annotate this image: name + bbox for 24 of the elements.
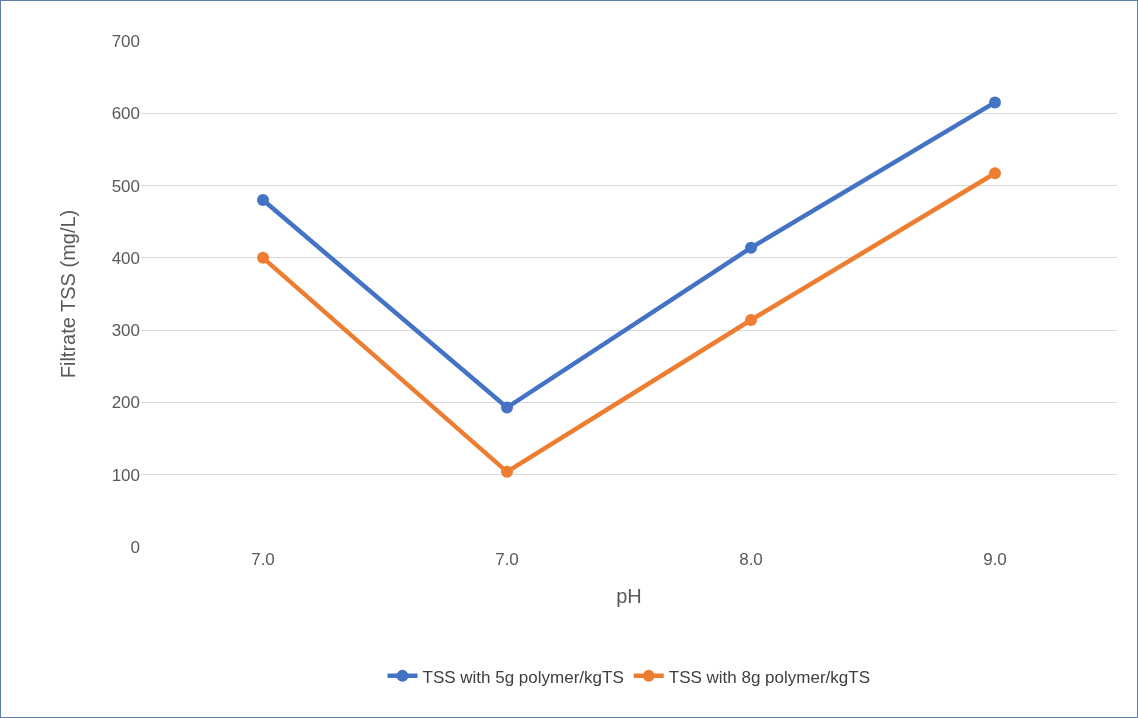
- x-tick-label: 8.0: [739, 550, 763, 569]
- y-tick-label: 0: [130, 537, 140, 557]
- x-axis-title: pH: [616, 584, 642, 607]
- point: [257, 194, 269, 207]
- point: [257, 251, 269, 264]
- y-tick-label: 200: [111, 393, 140, 413]
- point: [501, 465, 513, 478]
- y-tick-label: 600: [111, 104, 140, 124]
- x-tick-label: 7.0: [495, 550, 519, 569]
- y-tick-label: 500: [111, 176, 140, 196]
- point: [989, 96, 1001, 109]
- y-tick-label: 700: [111, 31, 140, 51]
- y-tick-label: 400: [111, 248, 140, 268]
- x-tick-label: 7.0: [251, 550, 275, 569]
- legend-label: TSS with 5g polymer/kgTS: [422, 667, 624, 687]
- point: [745, 241, 757, 254]
- point: [989, 167, 1001, 180]
- legend-label: TSS with 8g polymer/kgTS: [668, 667, 870, 687]
- y-tick-label: 300: [111, 321, 140, 341]
- y-tick-label: 100: [111, 465, 140, 485]
- x-tick-label: 9.0: [983, 550, 1007, 569]
- y-axis-title: Filtrate TSS (mg/L): [57, 209, 80, 379]
- point: [745, 314, 757, 327]
- point: [501, 401, 513, 414]
